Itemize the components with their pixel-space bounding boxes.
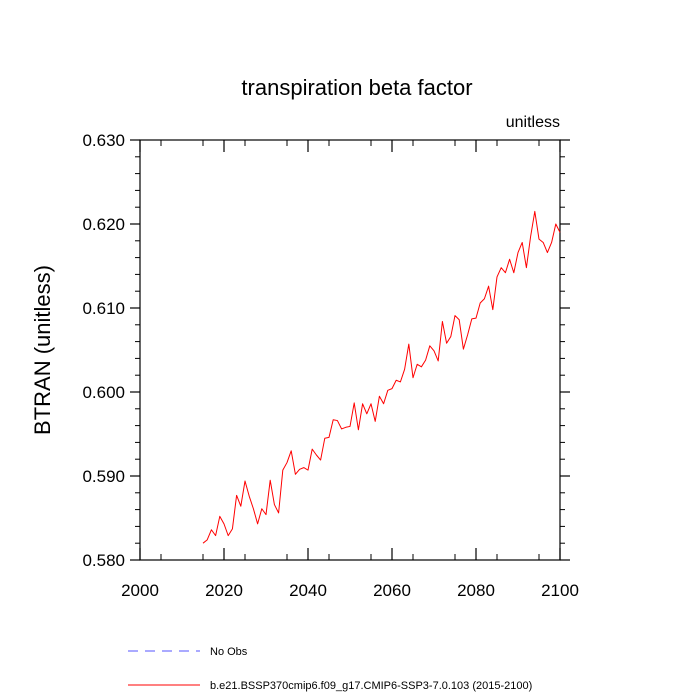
legend-label-1: b.e21.BSSP370cmip6.f09_g17.CMIP6-SSP3-7.… <box>210 680 532 692</box>
y-tick-label: 0.620 <box>82 215 125 234</box>
y-axis-label: BTRAN (unitless) <box>30 265 55 435</box>
axis-ticks <box>130 139 570 561</box>
y-tick-label: 0.630 <box>82 131 125 150</box>
x-tick-label: 2000 <box>121 581 159 600</box>
legend-label-0: No Obs <box>210 646 248 658</box>
y-tick-label: 0.590 <box>82 467 125 486</box>
x-tick-label: 2100 <box>541 581 579 600</box>
plot-frame <box>139 139 561 561</box>
series-layer <box>202 210 561 544</box>
y-tick-label: 0.610 <box>82 299 125 318</box>
series-line-0 <box>202 210 561 544</box>
y-tick-label: 0.600 <box>82 383 125 402</box>
x-tick-label: 2020 <box>205 581 243 600</box>
chart-title: transpiration beta factor <box>241 75 472 100</box>
x-tick-label: 2060 <box>373 581 411 600</box>
y-tick-label: 0.580 <box>82 551 125 570</box>
units-label: unitless <box>506 114 560 131</box>
x-tick-label: 2080 <box>457 581 495 600</box>
legend: No Obs b.e21.BSSP370cmip6.f09_g17.CMIP6-S… <box>128 646 532 692</box>
x-tick-label: 2040 <box>289 581 327 600</box>
axis-tick-labels: 2000 2020 2040 2060 2080 2100 0.580 0.590 0.600 0… <box>82 131 578 600</box>
